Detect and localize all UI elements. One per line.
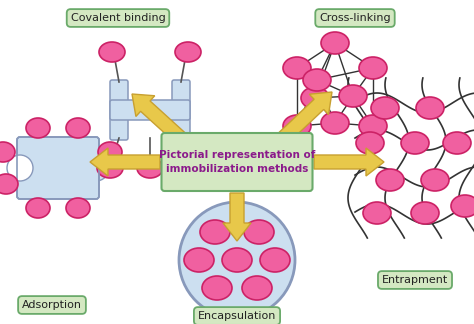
Ellipse shape bbox=[202, 276, 232, 300]
Ellipse shape bbox=[0, 174, 18, 194]
Text: Covalent binding: Covalent binding bbox=[71, 13, 165, 23]
Ellipse shape bbox=[301, 87, 329, 109]
Ellipse shape bbox=[97, 158, 123, 178]
Ellipse shape bbox=[421, 169, 449, 191]
Ellipse shape bbox=[177, 158, 203, 178]
Ellipse shape bbox=[244, 220, 274, 244]
Ellipse shape bbox=[242, 276, 272, 300]
FancyArrow shape bbox=[132, 94, 191, 149]
Ellipse shape bbox=[26, 198, 50, 218]
Ellipse shape bbox=[376, 169, 404, 191]
Ellipse shape bbox=[137, 158, 163, 178]
FancyBboxPatch shape bbox=[17, 137, 99, 199]
Ellipse shape bbox=[359, 115, 387, 137]
FancyBboxPatch shape bbox=[172, 80, 190, 140]
Ellipse shape bbox=[260, 248, 290, 272]
Circle shape bbox=[83, 155, 109, 181]
Text: Adsorption: Adsorption bbox=[22, 300, 82, 310]
FancyBboxPatch shape bbox=[110, 100, 190, 120]
Ellipse shape bbox=[371, 97, 399, 119]
Text: Encapsulation: Encapsulation bbox=[198, 311, 276, 321]
Ellipse shape bbox=[303, 69, 331, 91]
Ellipse shape bbox=[26, 118, 50, 138]
Ellipse shape bbox=[451, 195, 474, 217]
FancyBboxPatch shape bbox=[110, 80, 128, 140]
Ellipse shape bbox=[356, 132, 384, 154]
FancyArrow shape bbox=[314, 148, 384, 176]
Text: Entrapment: Entrapment bbox=[382, 275, 448, 285]
Ellipse shape bbox=[401, 132, 429, 154]
Ellipse shape bbox=[443, 132, 471, 154]
Text: Cross-linking: Cross-linking bbox=[319, 13, 391, 23]
Ellipse shape bbox=[321, 112, 349, 134]
Ellipse shape bbox=[416, 97, 444, 119]
Text: Pictorial representation of
immobilization methods: Pictorial representation of immobilizati… bbox=[159, 150, 315, 174]
Ellipse shape bbox=[184, 248, 214, 272]
Ellipse shape bbox=[222, 248, 252, 272]
Ellipse shape bbox=[175, 42, 201, 62]
Ellipse shape bbox=[363, 202, 391, 224]
FancyArrow shape bbox=[272, 92, 332, 149]
Ellipse shape bbox=[0, 142, 15, 162]
Ellipse shape bbox=[99, 42, 125, 62]
Ellipse shape bbox=[98, 142, 122, 162]
Circle shape bbox=[179, 202, 295, 318]
Ellipse shape bbox=[283, 115, 311, 137]
Ellipse shape bbox=[200, 220, 230, 244]
Ellipse shape bbox=[411, 202, 439, 224]
FancyArrow shape bbox=[90, 148, 160, 176]
Ellipse shape bbox=[359, 57, 387, 79]
FancyArrow shape bbox=[223, 193, 251, 241]
Ellipse shape bbox=[66, 118, 90, 138]
Circle shape bbox=[7, 155, 33, 181]
FancyBboxPatch shape bbox=[162, 133, 312, 191]
Ellipse shape bbox=[283, 57, 311, 79]
Ellipse shape bbox=[339, 85, 367, 107]
Ellipse shape bbox=[66, 198, 90, 218]
Ellipse shape bbox=[321, 32, 349, 54]
